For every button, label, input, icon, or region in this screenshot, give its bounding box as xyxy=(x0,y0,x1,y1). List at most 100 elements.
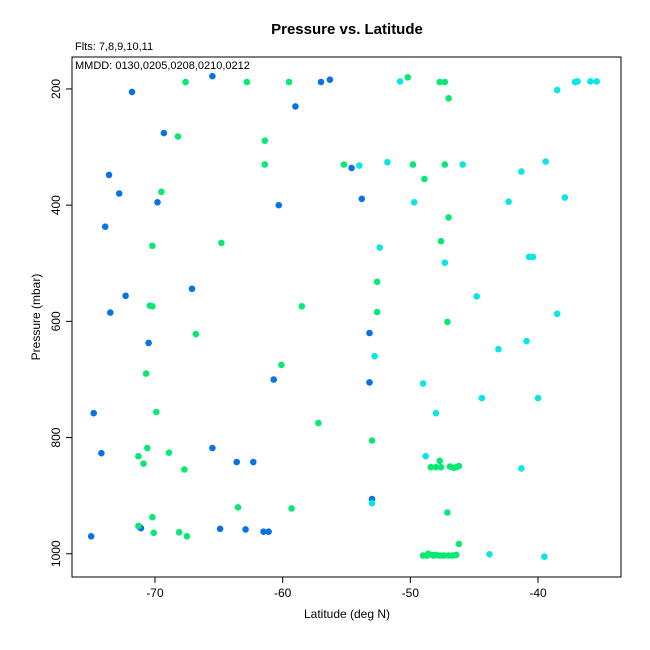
data-point xyxy=(529,253,537,261)
data-point xyxy=(278,361,285,369)
data-point xyxy=(242,526,249,533)
data-point xyxy=(505,198,512,205)
data-point xyxy=(270,376,278,383)
data-point xyxy=(422,452,430,460)
data-point xyxy=(409,161,417,168)
data-point xyxy=(542,158,549,165)
data-point xyxy=(261,161,269,168)
data-point xyxy=(593,78,600,85)
data-point xyxy=(243,78,251,86)
data-point xyxy=(142,370,150,377)
data-point xyxy=(149,303,156,310)
data-point xyxy=(149,242,156,250)
data-point xyxy=(445,95,452,102)
x-tick-label: -60 xyxy=(274,586,292,600)
data-point xyxy=(373,308,381,316)
x-axis-label: Latitude (deg N) xyxy=(304,607,390,621)
data-point xyxy=(122,292,129,300)
data-point xyxy=(87,533,95,540)
data-point xyxy=(432,463,440,471)
data-points xyxy=(87,72,600,560)
data-point xyxy=(410,199,418,206)
data-point xyxy=(98,449,105,457)
data-point xyxy=(518,465,525,472)
data-point xyxy=(384,158,391,166)
data-point xyxy=(192,330,200,338)
y-tick-label: 1000 xyxy=(49,540,63,567)
data-point xyxy=(553,310,561,318)
data-point xyxy=(419,380,427,387)
data-point xyxy=(275,201,283,209)
data-point xyxy=(181,466,188,473)
data-point xyxy=(128,88,136,96)
y-tick-label: 200 xyxy=(49,79,63,99)
data-point xyxy=(183,533,191,540)
data-point xyxy=(140,460,147,468)
data-point xyxy=(441,78,449,86)
data-point xyxy=(368,499,376,507)
data-point xyxy=(105,171,113,179)
data-point xyxy=(153,408,160,416)
data-point xyxy=(234,504,242,511)
data-point xyxy=(404,74,412,81)
flights-annotation: Flts: 7,8,9,10,11 xyxy=(75,41,153,53)
data-point xyxy=(366,329,373,337)
data-point xyxy=(437,237,445,245)
data-point xyxy=(175,529,183,536)
data-point xyxy=(317,78,325,86)
data-point xyxy=(209,72,216,80)
data-point xyxy=(340,161,348,168)
data-point xyxy=(358,195,366,203)
data-point xyxy=(455,540,463,548)
dates-annotation: MMDD: 0130,0205,0208,0210,0212 xyxy=(75,60,250,72)
data-point xyxy=(453,551,460,559)
data-point xyxy=(368,437,376,444)
chart-title: Pressure vs. Latitude xyxy=(271,21,423,38)
data-point xyxy=(288,505,295,512)
data-point xyxy=(440,552,447,559)
data-point xyxy=(441,259,449,267)
y-axis-label: Pressure (mbar) xyxy=(29,274,43,361)
data-point xyxy=(436,457,444,465)
data-point xyxy=(423,552,431,559)
data-point xyxy=(115,190,123,197)
data-point xyxy=(145,339,152,347)
data-point xyxy=(209,444,216,452)
data-point xyxy=(371,352,378,360)
data-point xyxy=(430,552,437,559)
plot-frame xyxy=(71,56,622,578)
data-point xyxy=(149,513,156,521)
data-point xyxy=(436,78,444,86)
data-point xyxy=(427,463,435,471)
data-point xyxy=(437,463,445,471)
data-point xyxy=(366,379,373,386)
data-point xyxy=(455,462,463,470)
data-point xyxy=(250,458,257,466)
data-point xyxy=(182,78,189,86)
data-point xyxy=(444,318,451,326)
data-point xyxy=(265,528,272,535)
data-point xyxy=(518,168,525,175)
data-point xyxy=(441,161,449,168)
data-point xyxy=(459,161,467,168)
data-point xyxy=(523,337,530,345)
data-point xyxy=(188,285,196,293)
y-tick-label: 800 xyxy=(49,427,63,447)
data-point xyxy=(292,103,299,110)
data-point xyxy=(260,528,267,535)
data-point xyxy=(421,175,428,183)
data-point xyxy=(216,525,224,533)
y-tick-label: 400 xyxy=(49,195,63,215)
data-point xyxy=(285,78,293,86)
data-point xyxy=(348,164,355,172)
data-point xyxy=(233,458,240,466)
data-point xyxy=(160,129,168,137)
data-point xyxy=(315,419,322,427)
data-point xyxy=(534,394,542,402)
data-point xyxy=(298,303,306,310)
x-tick-label: -50 xyxy=(402,586,420,600)
data-point xyxy=(495,345,502,353)
x-tick-label: -70 xyxy=(146,586,164,600)
data-point xyxy=(356,162,363,169)
